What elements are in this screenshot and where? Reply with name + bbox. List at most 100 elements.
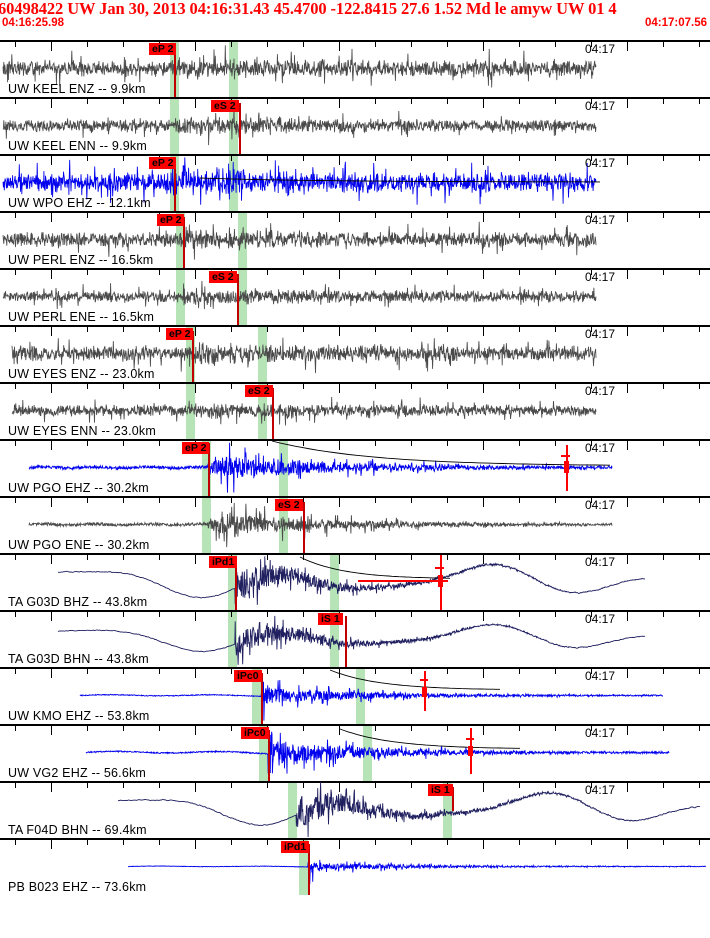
theoretical-arrival-band	[228, 555, 237, 610]
time-axis-tick	[411, 213, 412, 218]
seismogram-trace-panel[interactable]: eP 2 04:17 UW KEEL ENZ -- 9.9km	[0, 40, 710, 97]
time-axis-tick	[663, 783, 664, 788]
phase-pick-label[interactable]: eS 2	[275, 499, 303, 511]
time-axis-tick	[15, 99, 16, 104]
phase-pick-line[interactable]	[237, 274, 239, 325]
waveform	[118, 781, 701, 838]
panel-top-border	[0, 40, 710, 42]
phase-pick-label[interactable]: iPd1	[209, 556, 238, 568]
seismogram-trace-panel[interactable]: eP 2 04:17 UW PERL ENZ -- 16.5km	[0, 211, 710, 268]
phase-pick-label[interactable]: eS 2	[245, 385, 273, 397]
time-axis-tick	[195, 42, 196, 51]
time-axis-tick	[87, 156, 88, 161]
seismogram-trace-panel[interactable]: eP 2 04:17 UW WPO EHZ -- 12.1km	[0, 154, 710, 211]
time-axis-tick	[699, 270, 700, 275]
seismogram-trace-panel[interactable]: iPc0 04:17 UW KMO EHZ -- 53.8km	[0, 667, 710, 724]
time-axis-tick	[411, 441, 412, 446]
seismogram-trace-panel[interactable]: eP 2 04:17 UW PGO EHZ -- 30.2km	[0, 439, 710, 496]
amplitude-marker-crosstick	[420, 679, 428, 681]
time-axis-tick	[555, 156, 556, 161]
waveform	[11, 396, 597, 426]
phase-pick-line[interactable]	[261, 673, 263, 724]
time-axis-tick	[519, 783, 520, 788]
time-axis-tick	[699, 669, 700, 674]
station-channel-label: UW PGO EHZ -- 30.2km	[8, 481, 149, 495]
time-axis-tick	[699, 99, 700, 104]
time-axis-tick	[375, 99, 376, 104]
phase-pick-label[interactable]: eP 2	[182, 442, 210, 454]
time-axis-tick	[375, 840, 376, 845]
time-axis-tick	[195, 327, 196, 336]
phase-pick-line[interactable]	[272, 388, 274, 439]
time-axis-tick	[303, 726, 304, 731]
time-axis-tick	[627, 726, 628, 735]
time-axis-tick	[159, 726, 160, 731]
time-axis-tick	[51, 327, 52, 336]
phase-pick-line[interactable]	[174, 160, 176, 211]
phase-pick-label[interactable]: eP 2	[149, 43, 177, 55]
phase-pick-line[interactable]	[208, 443, 210, 496]
time-axis-tick	[555, 384, 556, 389]
phase-pick-line[interactable]	[174, 46, 176, 97]
phase-pick-line[interactable]	[183, 217, 185, 268]
time-axis-tick	[87, 384, 88, 389]
phase-pick-line[interactable]	[452, 787, 454, 811]
time-axis-tick	[123, 555, 124, 560]
time-axis-tick	[483, 99, 484, 108]
time-axis-tick	[663, 441, 664, 446]
phase-pick-label[interactable]: eS 2	[209, 271, 237, 283]
time-axis-label: 04:17	[585, 384, 616, 398]
phase-pick-label[interactable]: iPd1	[281, 841, 310, 853]
time-axis-tick	[159, 270, 160, 275]
time-axis-tick	[555, 612, 556, 617]
theoretical-arrival-band	[202, 441, 211, 496]
seismogram-trace-panel[interactable]: iS 1 04:17 TA F04D BHN -- 69.4km	[0, 781, 710, 838]
time-axis-tick	[627, 156, 628, 165]
phase-pick-label[interactable]: iS 1	[318, 613, 343, 625]
time-axis-tick	[447, 441, 448, 446]
time-axis-tick	[195, 99, 196, 108]
time-axis-tick	[411, 669, 412, 674]
seismogram-trace-panel[interactable]: iPc0 04:17 UW VG2 EHZ -- 56.6km	[0, 724, 710, 781]
time-axis-tick	[627, 270, 628, 279]
phase-pick-label[interactable]: eP 2	[166, 328, 194, 340]
phase-pick-line[interactable]	[303, 502, 305, 553]
seismogram-trace-panel[interactable]: eS 2 04:17 UW PGO ENE -- 30.2km	[0, 496, 710, 553]
seismogram-trace-panel[interactable]: eP 2 04:17 UW EYES ENZ -- 23.0km	[0, 325, 710, 382]
time-axis-tick	[231, 669, 232, 674]
time-axis-tick	[51, 441, 52, 450]
time-axis-tick	[231, 327, 232, 332]
phase-pick-line[interactable]	[345, 616, 347, 667]
time-axis-tick	[663, 42, 664, 47]
panel-top-border	[0, 496, 710, 498]
time-axis-tick	[303, 213, 304, 218]
phase-pick-label[interactable]: iPc0	[241, 727, 269, 739]
phase-pick-label[interactable]: eS 2	[211, 100, 239, 112]
phase-pick-line[interactable]	[235, 559, 237, 610]
phase-pick-line[interactable]	[192, 331, 194, 382]
phase-pick-line[interactable]	[239, 103, 241, 154]
time-axis-tick	[87, 612, 88, 617]
phase-pick-label[interactable]: iPc0	[234, 670, 262, 682]
time-axis-tick	[447, 612, 448, 617]
seismogram-trace-panel[interactable]: iPd1 PB B023 EHZ -- 73.6km	[0, 838, 710, 895]
time-axis-tick	[447, 270, 448, 275]
phase-pick-label[interactable]: eP 2	[149, 157, 177, 169]
time-axis-tick	[267, 42, 268, 47]
amplitude-marker-bar	[422, 687, 427, 697]
phase-pick-label[interactable]: iS 1	[428, 784, 453, 796]
phase-pick-label[interactable]: eP 2	[157, 214, 185, 226]
phase-pick-line[interactable]	[308, 844, 310, 895]
coda-envelope	[329, 669, 500, 690]
seismogram-trace-panel[interactable]: iPd1 04:17 TA G03D BHZ -- 43.8km	[0, 553, 710, 610]
time-axis-tick	[483, 555, 484, 564]
time-axis-tick	[123, 612, 124, 617]
phase-pick-line[interactable]	[268, 730, 270, 781]
seismogram-trace-panel[interactable]: eS 2 04:17 UW PERL ENE -- 16.5km	[0, 268, 710, 325]
time-axis-tick	[303, 669, 304, 674]
seismogram-trace-panel[interactable]: eS 2 04:17 UW KEEL ENN -- 9.9km	[0, 97, 710, 154]
seismogram-trace-panel[interactable]: eS 2 04:17 UW EYES ENN -- 23.0km	[0, 382, 710, 439]
seismogram-trace-panel[interactable]: iS 1 04:17 TA G03D BHN -- 43.8km	[0, 610, 710, 667]
time-axis-tick	[483, 498, 484, 507]
time-axis-tick	[375, 213, 376, 218]
